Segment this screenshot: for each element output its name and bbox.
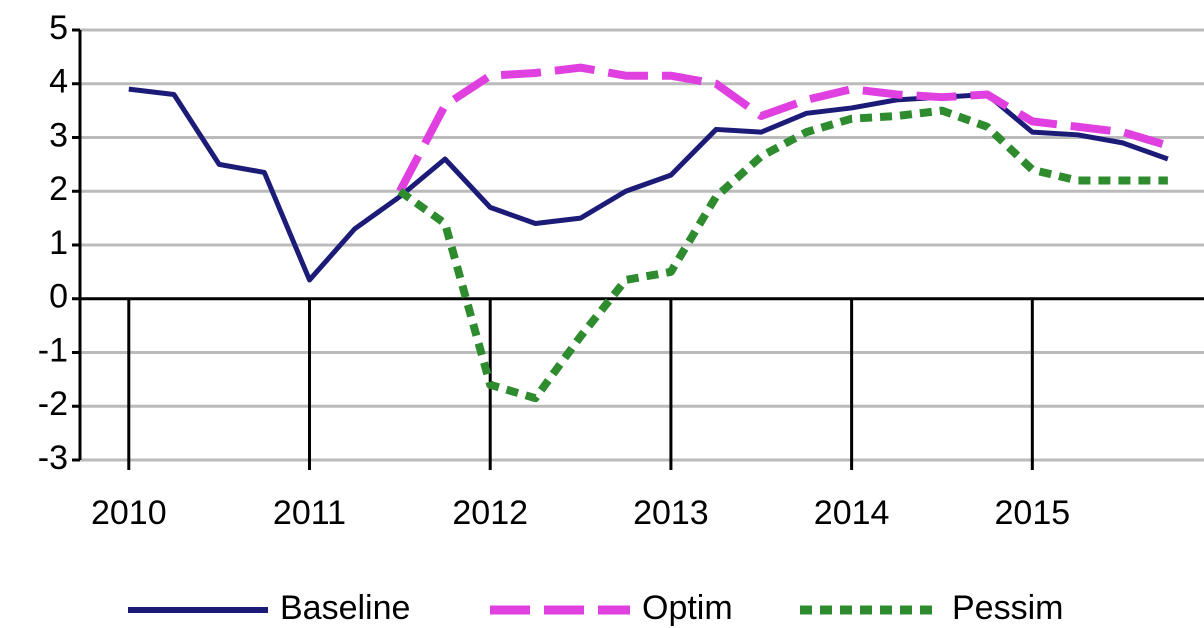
legend-label: Optim: [642, 589, 733, 627]
x-tick-label: 2013: [633, 494, 709, 532]
series-line: [397, 106, 1168, 403]
y-tick-label: 1: [49, 224, 68, 262]
x-tick-label: 2011: [273, 494, 346, 532]
series-line: [128, 86, 1169, 283]
x-tick-label: 2012: [452, 494, 528, 532]
legend-label: Pessim: [952, 589, 1063, 627]
series-line: [396, 63, 1170, 194]
x-tick-label: 2010: [91, 494, 167, 532]
y-tick-label: 3: [49, 116, 68, 154]
y-tick-label: 5: [49, 9, 68, 47]
x-tick-label: 2015: [995, 494, 1071, 532]
y-tick-label: -3: [38, 439, 68, 477]
x-tick-label: 2014: [814, 494, 890, 532]
y-tick-label: 4: [49, 63, 68, 101]
legend-label: Baseline: [280, 589, 410, 627]
y-tick-label: -1: [38, 331, 68, 369]
y-tick-label: 2: [49, 170, 68, 208]
y-tick-label: -2: [38, 385, 68, 423]
y-tick-label: 0: [49, 278, 68, 316]
